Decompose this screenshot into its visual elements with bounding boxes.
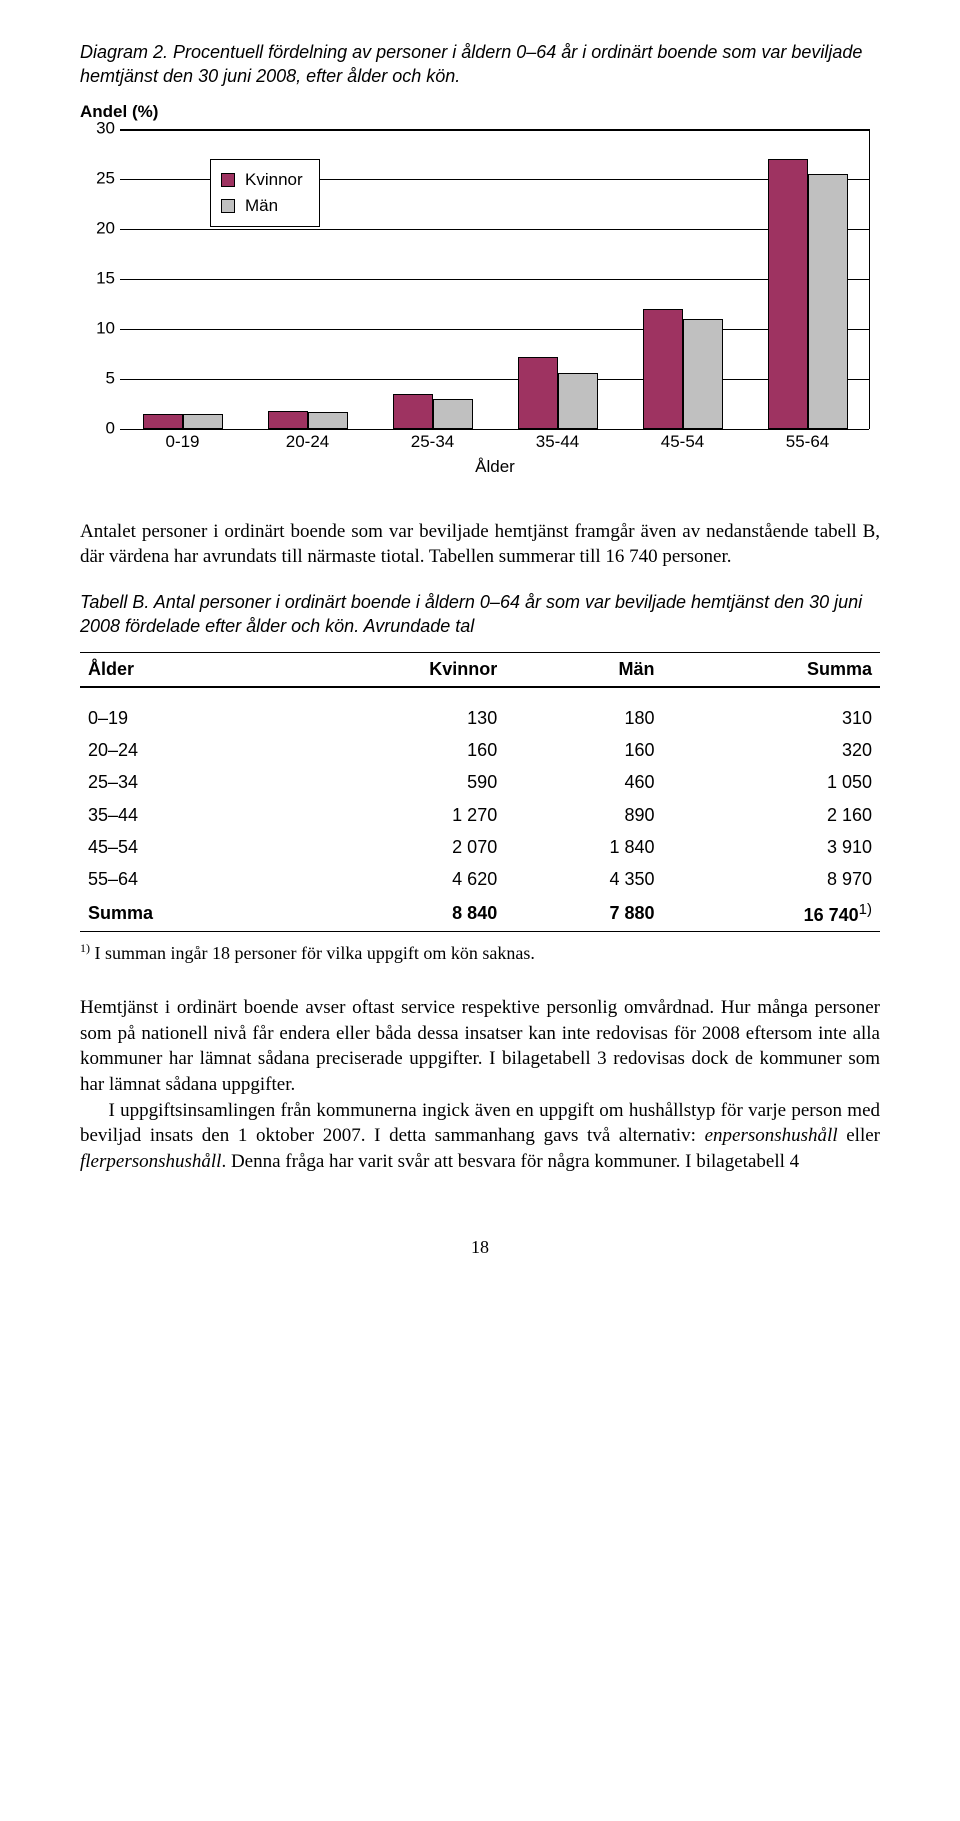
bar	[433, 399, 473, 429]
y-tick-label: 20	[80, 217, 115, 240]
legend-swatch	[221, 199, 235, 213]
table-cell: 55–64	[80, 863, 289, 895]
table-row: 45–542 0701 8403 910	[80, 831, 880, 863]
bar	[808, 174, 848, 429]
bar	[558, 373, 598, 429]
column-header: Summa	[663, 653, 881, 686]
table-cell: 1 050	[663, 766, 881, 798]
y-tick-label: 10	[80, 317, 115, 340]
table-cell: 130	[289, 702, 505, 734]
paragraph-2a: Hemtjänst i ordinärt boende avser oftast…	[80, 995, 880, 1098]
table-footnote: 1) I summan ingår 18 personer för vilka …	[80, 940, 880, 965]
paragraph-2b: I uppgiftsinsamlingen från kommunerna in…	[80, 1098, 880, 1175]
page-number: 18	[80, 1235, 880, 1259]
y-tick-label: 5	[80, 367, 115, 390]
legend-swatch	[221, 173, 235, 187]
table-row: 55–644 6204 3508 970	[80, 863, 880, 895]
table-cell: 160	[505, 734, 662, 766]
table-cell: 35–44	[80, 799, 289, 831]
column-header: Män	[505, 653, 662, 686]
table-cell: 3 910	[663, 831, 881, 863]
x-tick-label: 45-54	[620, 431, 745, 454]
bar	[183, 414, 223, 429]
bar	[393, 394, 433, 429]
table-cell: 0–19	[80, 702, 289, 734]
bar-chart: Andel (%) 0-1920-2425-3435-4445-5455-64 …	[80, 109, 870, 479]
bar	[268, 411, 308, 429]
table-cell: 8 970	[663, 863, 881, 895]
table-cell: 1 840	[505, 831, 662, 863]
bar	[518, 357, 558, 429]
y-tick-label: 25	[80, 167, 115, 190]
table-row: 20–24160160320	[80, 734, 880, 766]
table-cell: 2 070	[289, 831, 505, 863]
bar	[308, 412, 348, 429]
table-cell: 25–34	[80, 766, 289, 798]
x-axis-title: Ålder	[120, 456, 870, 479]
table-cell: Summa	[80, 896, 289, 932]
column-header: Ålder	[80, 653, 289, 686]
bar	[768, 159, 808, 429]
table-cell: 590	[289, 766, 505, 798]
table-row: 35–441 2708902 160	[80, 799, 880, 831]
table-cell: 1 270	[289, 799, 505, 831]
legend: Kvinnor Män	[210, 159, 320, 228]
column-header: Kvinnor	[289, 653, 505, 686]
table-cell: 160	[289, 734, 505, 766]
data-table: ÅlderKvinnorMänSumma 0–1913018031020–241…	[80, 652, 880, 931]
x-tick-label: 35-44	[495, 431, 620, 454]
x-tick-label: 20-24	[245, 431, 370, 454]
y-tick-label: 30	[80, 117, 115, 140]
table-cell: 7 880	[505, 896, 662, 932]
legend-label: Kvinnor	[245, 169, 303, 192]
table-sum-row: Summa8 8407 88016 7401)	[80, 896, 880, 932]
table-cell: 4 350	[505, 863, 662, 895]
table-cell: 45–54	[80, 831, 289, 863]
diagram-caption: Diagram 2. Procentuell fördelning av per…	[80, 40, 880, 89]
y-tick-label: 15	[80, 267, 115, 290]
table-cell: 8 840	[289, 896, 505, 932]
table-cell: 460	[505, 766, 662, 798]
bar	[143, 414, 183, 429]
legend-label: Män	[245, 195, 278, 218]
bar	[643, 309, 683, 429]
y-tick-label: 0	[80, 417, 115, 440]
paragraph-1: Antalet personer i ordinärt boende som v…	[80, 519, 880, 570]
x-tick-label: 55-64	[745, 431, 870, 454]
table-cell: 310	[663, 702, 881, 734]
table-cell: 320	[663, 734, 881, 766]
table-caption: Tabell B. Antal personer i ordinärt boen…	[80, 590, 880, 639]
table-row: 25–345904601 050	[80, 766, 880, 798]
table-cell: 4 620	[289, 863, 505, 895]
x-tick-label: 25-34	[370, 431, 495, 454]
table-cell: 180	[505, 702, 662, 734]
table-cell: 2 160	[663, 799, 881, 831]
x-tick-label: 0-19	[120, 431, 245, 454]
table-row: 0–19130180310	[80, 702, 880, 734]
table-cell: 890	[505, 799, 662, 831]
table-cell: 16 7401)	[663, 896, 881, 932]
bar	[683, 319, 723, 429]
table-cell: 20–24	[80, 734, 289, 766]
